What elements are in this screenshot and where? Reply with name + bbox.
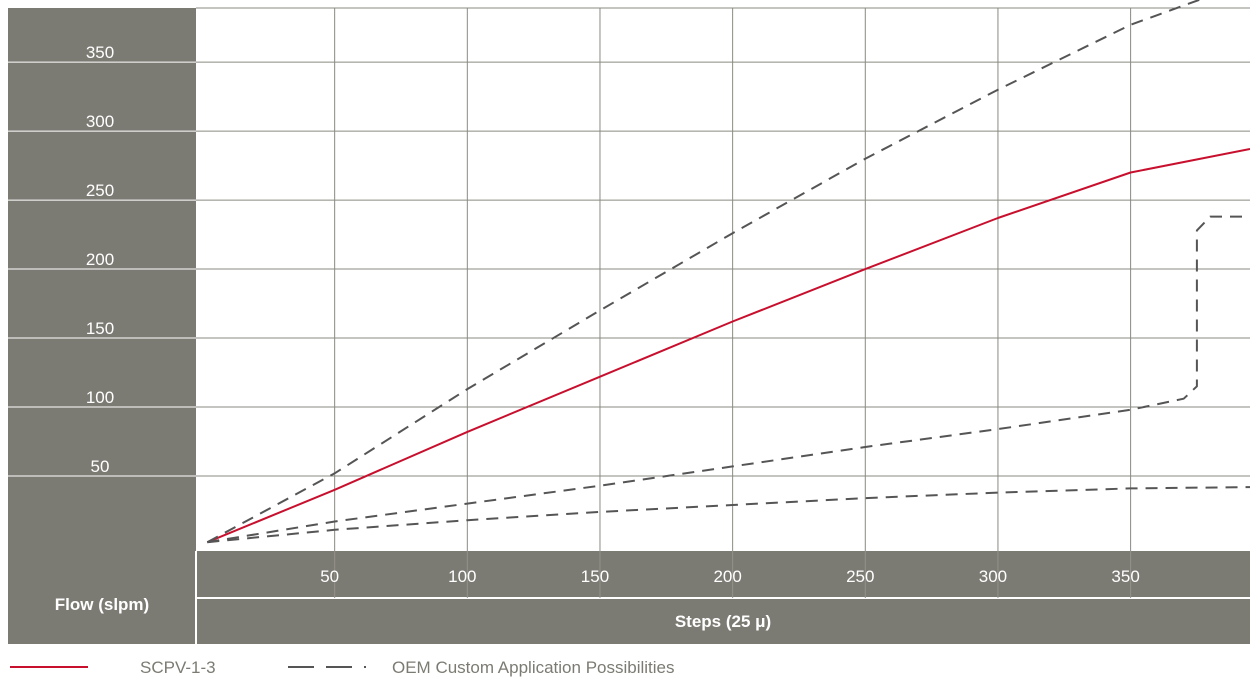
y-tick-label-150: 150 [86, 319, 114, 338]
y-tick-label-300: 300 [86, 112, 114, 131]
legend-dashed-label: OEM Custom Application Possibilities [392, 658, 675, 677]
x-tick-label-200: 200 [713, 567, 741, 586]
series-line-3 [207, 487, 1250, 542]
series-line-0 [207, 149, 1250, 542]
x-tick-label-50: 50 [320, 567, 339, 586]
y-tick-label-250: 250 [86, 181, 114, 200]
series-layer [207, 0, 1250, 542]
x-tick-label-150: 150 [581, 567, 609, 586]
x-tick-label-250: 250 [846, 567, 874, 586]
y-tick-label-200: 200 [86, 250, 114, 269]
series-line-1 [207, 0, 1210, 542]
y-tick-label-100: 100 [86, 388, 114, 407]
flow-axis-label: Flow (slpm) [55, 595, 149, 614]
legend-solid-label: SCPV-1-3 [140, 658, 216, 677]
y-tick-label-50: 50 [91, 457, 110, 476]
x-tick-label-350: 350 [1111, 567, 1139, 586]
y-tick-label-350: 350 [86, 43, 114, 62]
x-tick-label-100: 100 [448, 567, 476, 586]
steps-axis-label: Steps (25 μ) [675, 612, 771, 631]
x-tick-label-300: 300 [979, 567, 1007, 586]
series-line-2 [207, 217, 1250, 543]
